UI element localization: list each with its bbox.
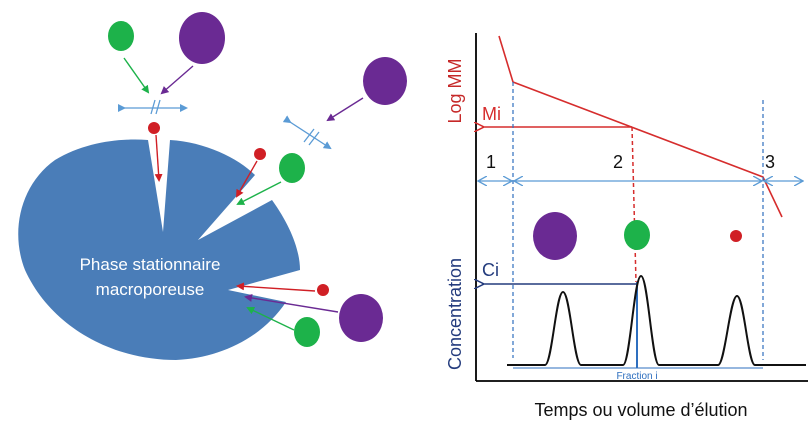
large-molecule-purple — [533, 212, 577, 260]
blocked-mark — [155, 99, 161, 115]
y-axis-label-concentration: Concentration — [445, 258, 465, 370]
region-2-label: 2 — [613, 152, 623, 172]
pore-label-line2: macroporeuse — [96, 280, 205, 299]
pore-label-line1: Phase stationnaire — [80, 255, 221, 274]
purple-arrow — [160, 65, 194, 95]
lower-right-pore-molecules — [236, 282, 383, 347]
medium-molecule-green — [624, 220, 650, 250]
red-molecule — [254, 148, 266, 160]
chromatogram-panel: Log MM Concentration Temps ou volume d’é… — [445, 33, 808, 420]
mi-label: Mi — [482, 104, 501, 124]
mi-projection — [631, 126, 637, 283]
upper-right-pore-molecules — [236, 57, 407, 205]
top-pore-molecules — [108, 12, 225, 182]
blocked-mark — [308, 131, 320, 146]
red-arrow — [236, 160, 258, 198]
green-molecule — [108, 21, 134, 51]
purple-molecule — [339, 294, 383, 342]
region-1-label: 1 — [486, 152, 496, 172]
green-arrow — [246, 306, 295, 331]
fraction-label: Fraction i — [616, 371, 657, 382]
calibration-curve — [498, 35, 783, 218]
purple-molecule — [363, 57, 407, 105]
ci-label: Ci — [482, 260, 499, 280]
green-molecule — [279, 153, 305, 183]
blocked-mark — [303, 128, 315, 143]
blocked-mark — [150, 99, 156, 115]
purple-molecule — [179, 12, 225, 64]
red-arrow — [154, 134, 163, 182]
green-arrow — [236, 181, 282, 205]
purple-arrow — [326, 97, 364, 122]
purple-arrow — [244, 294, 339, 313]
green-molecule — [294, 317, 320, 347]
red-arrow — [236, 282, 316, 292]
red-molecule — [148, 122, 160, 134]
stationary-phase-particle: Phase stationnaire macroporeuse — [18, 139, 300, 360]
small-molecule-red — [730, 230, 742, 242]
red-molecule — [317, 284, 329, 296]
pore-particle-shape — [18, 139, 300, 360]
region-3-label: 3 — [765, 152, 775, 172]
y-axis-label-logmm: Log MM — [445, 58, 465, 123]
green-arrow — [123, 57, 150, 94]
x-axis-label: Temps ou volume d’élution — [534, 400, 747, 420]
chromatogram-trace — [507, 274, 806, 366]
